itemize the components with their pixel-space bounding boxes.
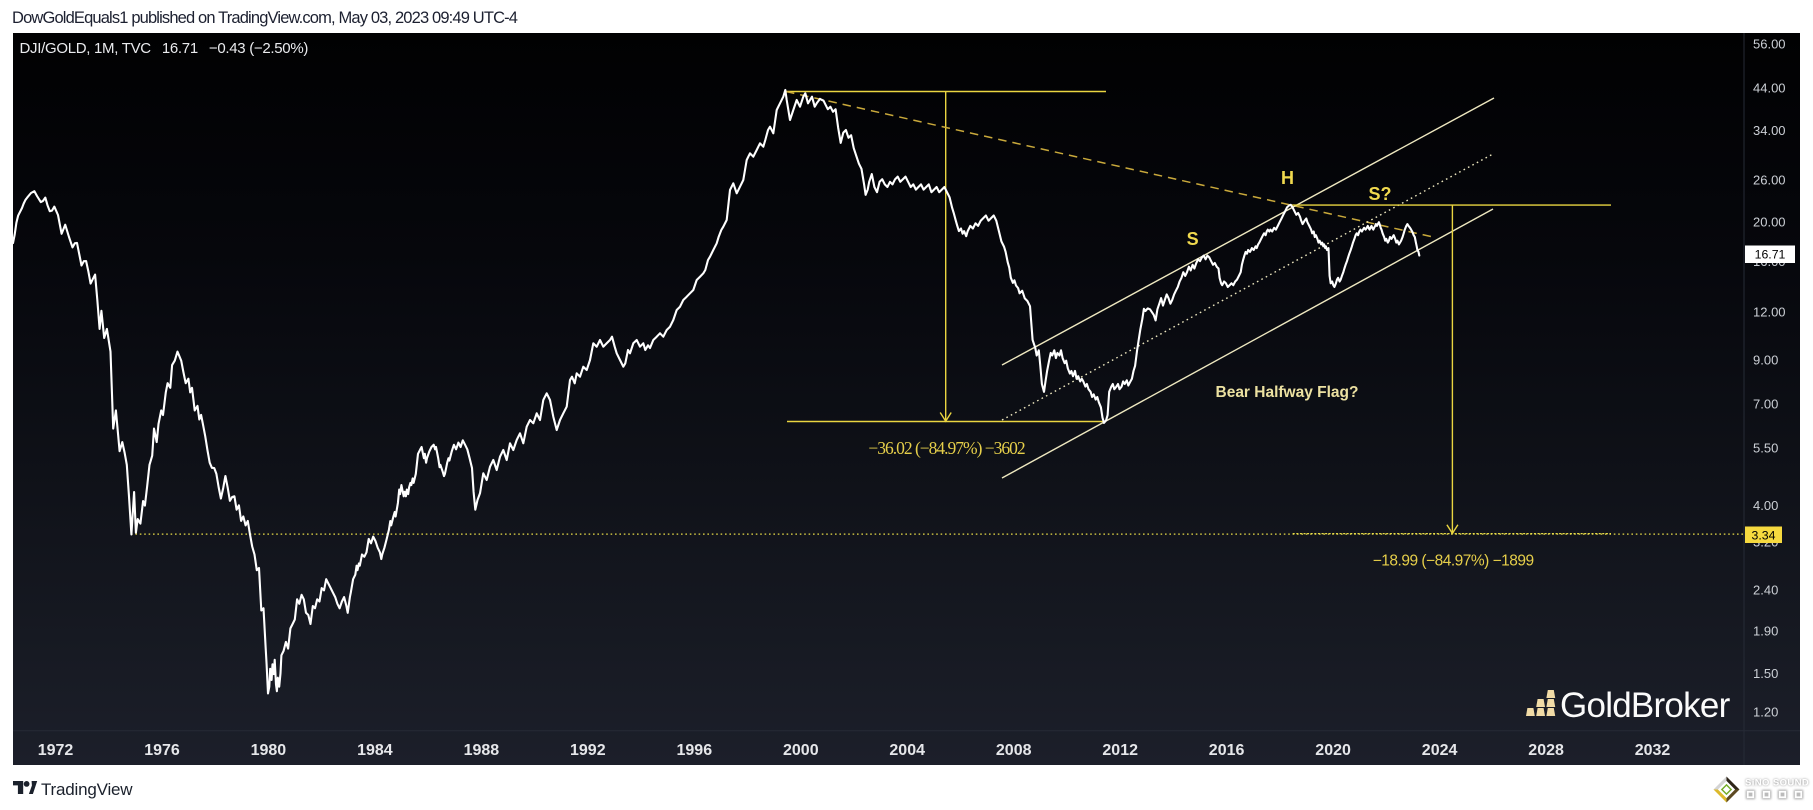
- svg-text:34.00: 34.00: [1753, 123, 1786, 138]
- svg-text:H: H: [1281, 168, 1294, 188]
- svg-text:Bear Halfway Flag?: Bear Halfway Flag?: [1216, 384, 1359, 401]
- svg-text:1972: 1972: [38, 742, 74, 759]
- svg-text:20.00: 20.00: [1753, 214, 1786, 229]
- svg-text:1996: 1996: [677, 742, 713, 759]
- svg-text:4.00: 4.00: [1753, 498, 1778, 513]
- svg-text:SiNO SOUND: SiNO SOUND: [1745, 778, 1809, 789]
- svg-text:2016: 2016: [1209, 742, 1245, 759]
- svg-text:−36.02 (−84.97%) −3602: −36.02 (−84.97%) −3602: [868, 438, 1025, 458]
- svg-text:2024: 2024: [1422, 742, 1458, 759]
- svg-text:−18.99 (−84.97%) −1899: −18.99 (−84.97%) −1899: [1373, 552, 1534, 569]
- svg-text:2020: 2020: [1315, 742, 1351, 759]
- svg-text:1988: 1988: [464, 742, 500, 759]
- svg-text:S: S: [1187, 229, 1199, 249]
- svg-text:1.90: 1.90: [1753, 623, 1778, 638]
- svg-text:3.34: 3.34: [1752, 528, 1776, 542]
- svg-text:12.00: 12.00: [1753, 304, 1786, 319]
- svg-text:2008: 2008: [996, 742, 1032, 759]
- svg-text:2.40: 2.40: [1753, 582, 1778, 597]
- svg-text:2028: 2028: [1528, 742, 1564, 759]
- svg-text:26.00: 26.00: [1753, 172, 1786, 187]
- svg-text:S?: S?: [1368, 184, 1391, 204]
- svg-text:SiNO SOUND: SiNO SOUND: [1745, 778, 1809, 789]
- svg-text:1984: 1984: [357, 742, 393, 759]
- svg-text:7.00: 7.00: [1753, 396, 1778, 411]
- svg-text:9.00: 9.00: [1753, 352, 1778, 367]
- svg-text:1.20: 1.20: [1753, 704, 1778, 719]
- svg-text:16.71: 16.71: [1755, 248, 1786, 262]
- svg-text:2032: 2032: [1635, 742, 1671, 759]
- svg-text:2000: 2000: [783, 742, 819, 759]
- svg-text:2012: 2012: [1102, 742, 1138, 759]
- svg-text:1.50: 1.50: [1753, 666, 1778, 681]
- svg-text:5.50: 5.50: [1753, 440, 1778, 455]
- svg-text:56.00: 56.00: [1753, 36, 1786, 51]
- svg-text:2004: 2004: [889, 742, 925, 759]
- svg-text:GoldBroker: GoldBroker: [1560, 686, 1731, 725]
- svg-text:1980: 1980: [251, 742, 287, 759]
- svg-text:44.00: 44.00: [1753, 80, 1786, 95]
- svg-text:1992: 1992: [570, 742, 606, 759]
- svg-text:1976: 1976: [144, 742, 180, 759]
